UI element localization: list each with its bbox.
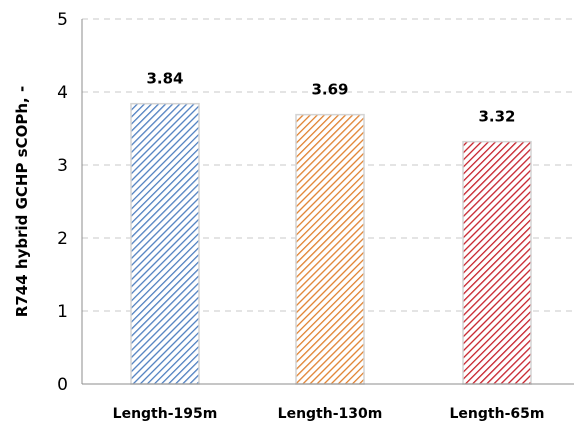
x-category-label: Length-65m	[450, 406, 545, 422]
data-label: 3.84	[146, 70, 183, 88]
y-tick-label: 5	[57, 10, 68, 30]
y-tick-label: 1	[57, 302, 68, 322]
bars	[130, 102, 532, 385]
x-category-labels: Length-195m Length-130m Length-65m	[113, 406, 545, 422]
data-labels: 3.84 3.69 3.32	[146, 70, 515, 126]
bar-length-130m	[295, 113, 365, 385]
y-tick-label: 3	[57, 156, 68, 176]
data-label: 3.69	[311, 81, 348, 99]
y-tick-labels: 0 1 2 3 4 5	[57, 10, 68, 395]
y-tick-label: 0	[57, 375, 68, 395]
bar-length-65m	[462, 140, 532, 385]
y-axis-title: R744 hybrid GCHP sCOPh, -	[13, 86, 31, 317]
y-tick-label: 4	[57, 83, 68, 103]
data-label: 3.32	[478, 108, 515, 126]
y-tick-label: 2	[57, 229, 68, 249]
x-category-label: Length-130m	[278, 406, 383, 422]
x-category-label: Length-195m	[113, 406, 218, 422]
bar-length-195m	[130, 102, 200, 385]
